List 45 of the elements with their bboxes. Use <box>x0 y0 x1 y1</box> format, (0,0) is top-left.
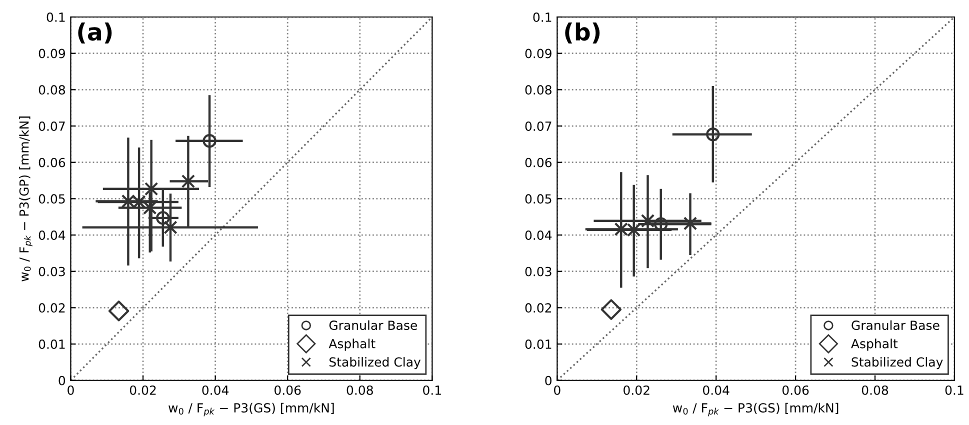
y-tick-label: 0.01 <box>38 340 65 349</box>
y-tick-label: 0.04 <box>525 230 552 240</box>
x-tick-label: 0.02 <box>130 385 156 395</box>
y-tick-label: 0.03 <box>38 266 65 276</box>
legend-label: Stabilized Clay <box>852 357 943 370</box>
x-tick-label: 0 <box>68 385 74 395</box>
annotation: (a) <box>78 22 112 44</box>
y-tick-label: 0.05 <box>38 194 65 204</box>
y-tick-label: 0.1 <box>46 12 65 22</box>
y-axis-title: w$_{0}$ / F$_{pk}$ − P3(GP) [mm/kN] <box>19 116 32 282</box>
x-tick-label: 0.1 <box>423 385 441 395</box>
legend-label: Stabilized Clay <box>329 357 421 370</box>
x-tick-label: 0.08 <box>862 385 888 395</box>
x-tick-label: 0.1 <box>945 385 964 395</box>
y-tick-label: 0.06 <box>38 158 66 168</box>
legend-label: Asphalt <box>851 338 898 351</box>
y-tick-label: 0.03 <box>525 266 552 276</box>
y-tick-label: 0.08 <box>38 85 66 95</box>
annotation: (b) <box>565 22 600 44</box>
legend-label: Asphalt <box>328 338 376 351</box>
x-tick-label: 0 <box>554 385 560 395</box>
x-axis-title: w$_{0}$ / F$_{pk}$ − P3(GS) [mm/kN] <box>672 402 838 416</box>
y-tick-label: 0.01 <box>525 340 552 349</box>
x-tick-label: 0.02 <box>624 385 650 395</box>
y-tick-label: 0.08 <box>525 85 552 95</box>
x-tick-label: 0.04 <box>202 385 229 395</box>
y-tick-label: 0 <box>545 376 552 386</box>
x-tick-label: 0.04 <box>703 385 730 395</box>
x-axis-title: w$_{0}$ / F$_{pk}$ − P3(GS) [mm/kN] <box>168 402 334 416</box>
legend-label: Granular Base <box>329 320 418 330</box>
y-tick-label: 0.07 <box>38 121 65 131</box>
x-tick-label: 0.06 <box>274 385 301 395</box>
y-tick-label: 0.02 <box>525 303 552 313</box>
y-tick-label: 0.1 <box>533 12 552 22</box>
y-tick-label: 0.06 <box>525 158 552 168</box>
y-tick-label: 0.05 <box>525 194 552 204</box>
legend-label: Granular Base <box>852 320 940 330</box>
y-tick-label: 0.09 <box>525 48 552 58</box>
y-tick-label: 0.09 <box>38 48 65 58</box>
y-tick-label: 0.04 <box>38 230 66 240</box>
x-tick-label: 0.08 <box>346 385 373 395</box>
y-tick-label: 0.07 <box>525 121 552 131</box>
y-tick-label: 0.02 <box>38 303 65 313</box>
y-tick-label: 0 <box>58 376 66 386</box>
x-tick-label: 0.06 <box>782 385 809 395</box>
